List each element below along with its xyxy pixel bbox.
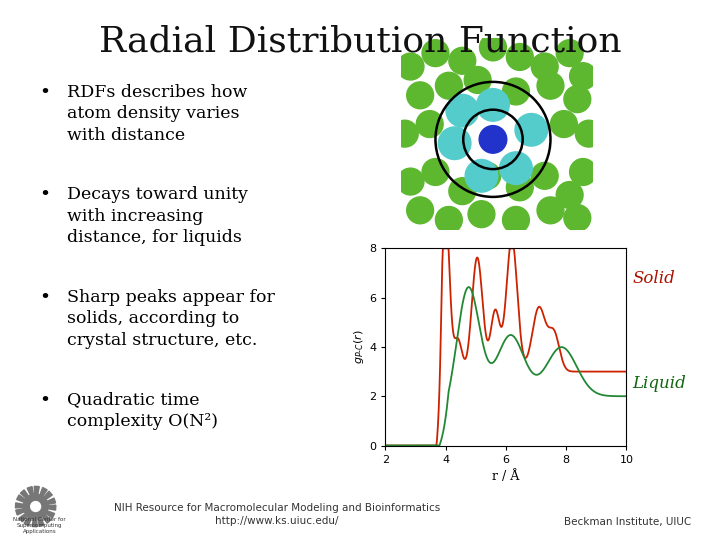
Circle shape <box>397 53 424 80</box>
Text: •: • <box>40 392 50 409</box>
Text: •: • <box>40 186 50 204</box>
Text: Quadratic time
complexity O(N²): Quadratic time complexity O(N²) <box>67 392 218 430</box>
Text: RDFs describes how
atom density varies
with distance: RDFs describes how atom density varies w… <box>67 84 248 144</box>
Circle shape <box>474 163 500 189</box>
Circle shape <box>551 111 577 138</box>
Polygon shape <box>44 491 53 500</box>
Text: Radial Distribution Function: Radial Distribution Function <box>99 24 621 58</box>
Circle shape <box>465 159 498 192</box>
Circle shape <box>537 72 564 99</box>
Polygon shape <box>15 503 24 508</box>
Y-axis label: $g_{P\text{-}C}(r)$: $g_{P\text{-}C}(r)$ <box>352 329 366 364</box>
Polygon shape <box>38 518 44 526</box>
Circle shape <box>449 178 476 205</box>
Text: •: • <box>40 289 50 307</box>
Circle shape <box>531 163 558 189</box>
Circle shape <box>407 82 433 109</box>
Text: Decays toward unity
with increasing
distance, for liquids: Decays toward unity with increasing dist… <box>67 186 248 246</box>
Polygon shape <box>40 488 48 496</box>
Circle shape <box>515 113 548 146</box>
Circle shape <box>468 201 495 227</box>
Circle shape <box>557 40 583 66</box>
Text: Solid: Solid <box>632 269 675 287</box>
Circle shape <box>500 152 532 185</box>
Circle shape <box>480 126 507 153</box>
Circle shape <box>416 111 443 138</box>
Circle shape <box>503 206 529 233</box>
Text: Sharp peaks appear for
solids, according to
crystal structure, etc.: Sharp peaks appear for solids, according… <box>67 289 275 349</box>
Circle shape <box>531 53 558 80</box>
Circle shape <box>422 159 449 185</box>
Polygon shape <box>16 509 24 515</box>
Text: NIH Resource for Macromolecular Modeling and Bioinformatics
http://www.ks.uiuc.e: NIH Resource for Macromolecular Modeling… <box>114 503 441 526</box>
Circle shape <box>557 181 583 208</box>
Circle shape <box>407 197 433 224</box>
Circle shape <box>570 63 596 90</box>
Polygon shape <box>42 515 51 523</box>
Circle shape <box>449 48 476 74</box>
Circle shape <box>446 94 479 127</box>
Circle shape <box>564 205 590 232</box>
Circle shape <box>422 40 449 66</box>
Circle shape <box>23 494 48 519</box>
Circle shape <box>564 86 590 112</box>
Circle shape <box>506 44 534 70</box>
Polygon shape <box>24 517 32 525</box>
Polygon shape <box>19 514 27 522</box>
Text: Beckman Institute, UIUC: Beckman Institute, UIUC <box>564 516 691 526</box>
Circle shape <box>397 168 424 195</box>
Circle shape <box>31 502 40 511</box>
Circle shape <box>436 206 462 233</box>
Polygon shape <box>32 519 37 526</box>
Polygon shape <box>35 487 40 494</box>
Text: National Center for
Supercomputing
Applications: National Center for Supercomputing Appli… <box>13 517 66 534</box>
Polygon shape <box>27 487 33 495</box>
Circle shape <box>464 66 491 93</box>
Polygon shape <box>46 511 55 518</box>
Circle shape <box>436 72 462 99</box>
Text: •: • <box>40 84 50 102</box>
Text: Liquid: Liquid <box>632 375 686 392</box>
Circle shape <box>537 197 564 224</box>
Polygon shape <box>17 495 25 502</box>
Circle shape <box>438 127 471 159</box>
Circle shape <box>480 34 506 61</box>
Circle shape <box>477 89 509 121</box>
X-axis label: r / Å: r / Å <box>492 470 520 483</box>
Circle shape <box>503 78 529 105</box>
Polygon shape <box>47 498 55 504</box>
Circle shape <box>392 120 418 147</box>
Polygon shape <box>20 490 29 498</box>
Circle shape <box>506 174 534 201</box>
Circle shape <box>575 120 602 147</box>
Circle shape <box>570 159 596 185</box>
Polygon shape <box>48 505 56 510</box>
